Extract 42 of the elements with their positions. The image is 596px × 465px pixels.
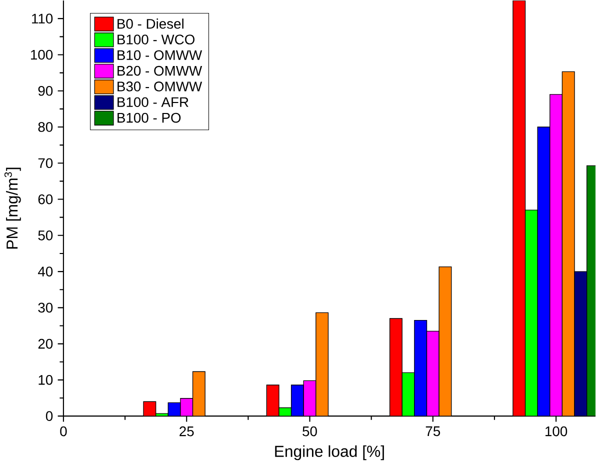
y-tick-label: 70 (38, 158, 53, 168)
y-axis-title: PM [mg/m$^{3}$] (4, 168, 21, 249)
y-tick-label: 20 (38, 339, 53, 349)
y-tick-label: 30 (38, 302, 53, 313)
y-tick-label: 10 (38, 375, 53, 386)
legend-label: B30 - OMWW (118, 82, 202, 92)
x-tick-label: 0 (60, 426, 67, 436)
y-tick-label: 80 (38, 122, 53, 132)
bar (537, 126, 550, 416)
x-axis-title: Engine load [%] (275, 446, 384, 460)
y-tick-label: 0 (46, 411, 53, 422)
bar (192, 372, 206, 416)
x-tick-label: 50 (302, 426, 317, 436)
bar (290, 384, 304, 416)
bar (550, 94, 563, 416)
x-tick-label: 100 (546, 426, 568, 436)
y-tick-label: 100 (31, 50, 53, 60)
bar (414, 320, 428, 416)
y-tick-label: 60 (38, 194, 53, 204)
bar (266, 384, 280, 416)
legend-label: B100 - AFR (118, 97, 188, 108)
legend-label: B100 - PO (118, 113, 181, 123)
bar (512, 0, 526, 416)
bar (562, 72, 575, 416)
bar (303, 380, 316, 416)
y-tick-label: 50 (38, 230, 53, 241)
legend-label: B0 - Diesel (118, 18, 184, 29)
bar (426, 331, 440, 416)
y-tick-label: 40 (38, 266, 53, 277)
bar (180, 398, 194, 416)
y-tick-label: 90 (38, 86, 53, 96)
bar (402, 372, 415, 416)
bar (524, 210, 538, 416)
x-tick-label: 25 (180, 426, 194, 436)
y-tick-label: 110 (32, 14, 53, 24)
legend-label: B10 - OMWW (118, 50, 202, 60)
legend-label: B100 - WCO (118, 34, 194, 45)
x-tick-label: 75 (426, 426, 440, 436)
bar (389, 318, 402, 416)
bar (438, 266, 452, 416)
bar (316, 312, 329, 416)
legend-label: B20 - OMWW (118, 66, 202, 76)
